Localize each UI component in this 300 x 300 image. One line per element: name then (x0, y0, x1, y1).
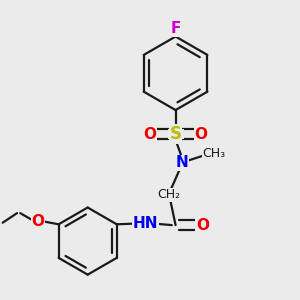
FancyBboxPatch shape (136, 219, 154, 228)
FancyBboxPatch shape (176, 158, 188, 167)
Text: O: O (195, 127, 208, 142)
FancyBboxPatch shape (144, 130, 156, 139)
Text: N: N (176, 155, 188, 170)
Text: CH₃: CH₃ (202, 147, 226, 160)
Text: O: O (143, 127, 157, 142)
FancyBboxPatch shape (168, 24, 184, 33)
FancyBboxPatch shape (160, 190, 178, 199)
Text: O: O (196, 218, 209, 232)
Text: S: S (169, 125, 181, 143)
FancyBboxPatch shape (203, 149, 224, 158)
Text: F: F (170, 21, 181, 36)
FancyBboxPatch shape (168, 129, 184, 139)
Text: O: O (31, 214, 44, 229)
FancyBboxPatch shape (195, 130, 208, 139)
Text: HN: HN (133, 216, 158, 231)
FancyBboxPatch shape (32, 217, 44, 226)
Text: CH₂: CH₂ (158, 188, 181, 201)
FancyBboxPatch shape (196, 220, 209, 230)
